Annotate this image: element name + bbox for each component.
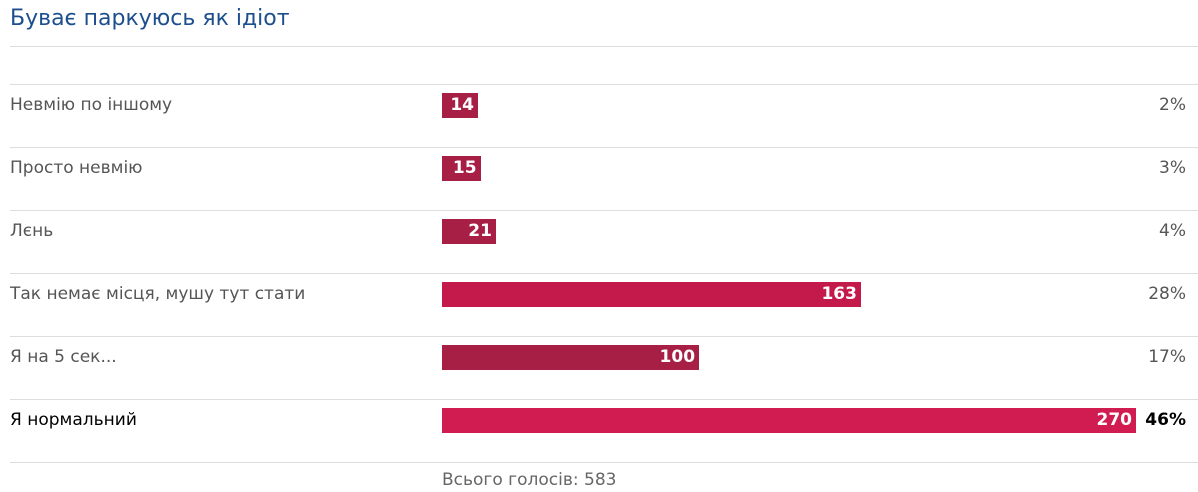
total-label: Всього голосів:: [442, 470, 579, 490]
poll-title: Буває паркуюсь як ідіот: [10, 6, 290, 31]
bar: 14: [442, 93, 478, 118]
vote-count: 100: [659, 347, 696, 367]
percent-label: 17%: [1148, 347, 1186, 367]
title-rule: [10, 46, 1198, 47]
percent-label: 46%: [1145, 410, 1186, 430]
option-label: Лєнь: [10, 221, 54, 241]
vote-count: 163: [821, 284, 857, 304]
row-rule: [10, 147, 1198, 148]
row-rule: [10, 462, 1198, 463]
total: Всього голосів: 583: [442, 470, 616, 490]
vote-count: 270: [1096, 410, 1133, 430]
row-rule: [10, 399, 1198, 400]
bar: 21: [442, 219, 496, 244]
vote-count: 15: [452, 158, 477, 178]
row-rule: [10, 210, 1198, 211]
row-rule: [10, 336, 1198, 337]
percent-label: 28%: [1148, 284, 1186, 304]
option-label: Просто невмію: [10, 158, 143, 178]
vote-count: 21: [468, 221, 492, 241]
total-value: 583: [584, 470, 617, 490]
percent-label: 4%: [1159, 221, 1186, 241]
row-rule: [10, 84, 1198, 85]
bar: 163: [442, 282, 861, 307]
percent-label: 2%: [1159, 95, 1186, 115]
vote-count: 14: [450, 95, 474, 115]
option-label: Я нормальний: [10, 410, 137, 430]
bar: 15: [442, 156, 481, 181]
bar: 100: [442, 345, 700, 370]
row-rule: [10, 273, 1198, 274]
option-label: Невмію по іншому: [10, 95, 173, 115]
bar: 270: [442, 408, 1136, 433]
option-label: Так немає місця, мушу тут стати: [10, 284, 306, 304]
option-label: Я на 5 сек...: [10, 347, 117, 367]
percent-label: 3%: [1159, 158, 1186, 178]
